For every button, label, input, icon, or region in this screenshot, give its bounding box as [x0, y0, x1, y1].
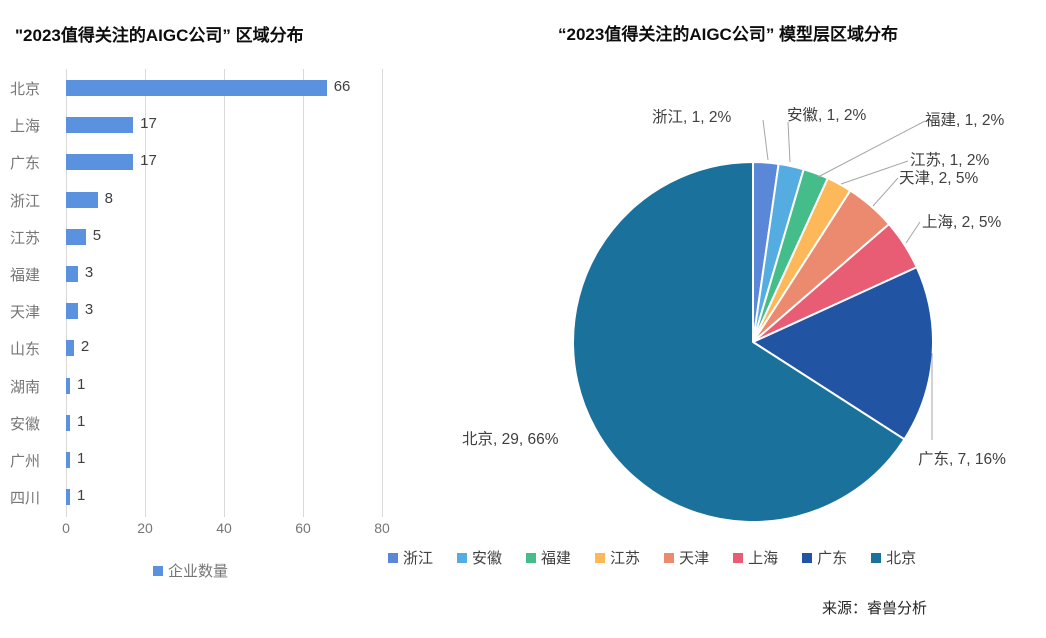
- leader-line: [840, 160, 909, 185]
- bar: [66, 154, 134, 171]
- legend-swatch-icon: [664, 552, 675, 563]
- legend-item: 北京: [871, 547, 916, 568]
- bar: [66, 489, 70, 506]
- pie-data-label: 上海, 2, 5%: [922, 214, 1002, 231]
- bar-chart-legend: 企业数量: [153, 560, 228, 581]
- bar: [66, 266, 78, 282]
- legend-label: 浙江: [403, 550, 434, 567]
- pie-data-label: 广东, 7, 16%: [918, 451, 1006, 468]
- bar-value-label: 17: [140, 152, 157, 170]
- leader-line: [787, 121, 791, 163]
- bar-category-label: 山东: [10, 341, 41, 359]
- bar-value-label: 66: [333, 78, 351, 95]
- bar: [66, 340, 74, 357]
- legend-item: 浙江: [388, 547, 433, 568]
- leader-line: [762, 119, 769, 161]
- bar-category-label: 上海: [10, 118, 41, 136]
- pie-data-label: 天津, 2, 5%: [899, 170, 979, 187]
- legend-swatch-icon: [733, 552, 744, 563]
- bar-category-label: 天津: [10, 304, 41, 322]
- x-axis-tick: 20: [137, 520, 153, 536]
- bar-category-label: 安徽: [10, 415, 41, 433]
- x-gridline: [303, 69, 304, 517]
- legend-item: 上海: [733, 547, 778, 568]
- legend-label: 广东: [817, 550, 848, 567]
- pie-chart-legend: 浙江 安徽 福建 江苏 天津 上海 广东 北京: [388, 547, 916, 568]
- bar: [66, 303, 78, 320]
- legend-item: 广东: [802, 547, 847, 568]
- bar: [66, 117, 134, 134]
- pie-data-label: 浙江, 1, 2%: [652, 109, 732, 126]
- bar: [66, 191, 98, 208]
- bar: [66, 228, 86, 245]
- bar-category-label: 福建: [10, 267, 41, 284]
- pie-slice: [572, 161, 906, 523]
- x-gridline: [66, 69, 67, 517]
- legend-label: 江苏: [610, 550, 641, 567]
- bar-legend-label: 企业数量: [168, 563, 229, 580]
- x-gridline: [382, 69, 383, 517]
- x-axis-tick: 40: [216, 520, 232, 536]
- bar-value-label: 1: [76, 375, 86, 393]
- x-gridline: [224, 69, 225, 517]
- x-axis-tick: 0: [62, 520, 70, 536]
- bar: [66, 414, 70, 431]
- legend-item: 福建: [526, 547, 571, 568]
- bar-value-label: 1: [76, 450, 86, 467]
- pie-data-label: 江苏, 1, 2%: [910, 152, 990, 169]
- legend-label: 安徽: [472, 550, 503, 567]
- bar-chart: 0 20 40 60 80 北京 66 上海 17 广东 17 浙江 8 江苏 5 福建 3 天津 3 山东 2 湖南 1 安…: [0, 0, 420, 638]
- bar: [66, 80, 327, 96]
- legend-label: 福建: [541, 550, 572, 567]
- x-axis-tick: 80: [374, 520, 390, 536]
- x-axis-tick: 60: [295, 520, 311, 536]
- pie-data-label: 北京, 29, 66%: [462, 431, 559, 448]
- legend-label: 上海: [748, 550, 779, 567]
- bar-category-label: 广东: [10, 155, 41, 173]
- pie-chart-title: “2023值得关注的AIGC公司” 模型层区域分布: [558, 25, 899, 44]
- bar-value-label: 3: [84, 264, 94, 281]
- legend-swatch-icon: [802, 552, 813, 563]
- bar: [66, 377, 70, 394]
- bar-value-label: 17: [140, 115, 157, 133]
- bar-value-label: 8: [104, 189, 113, 207]
- bar-category-label: 江苏: [10, 229, 41, 247]
- legend-swatch-icon: [871, 552, 882, 563]
- bar-value-label: 1: [76, 412, 86, 430]
- legend-swatch-icon: [526, 552, 537, 563]
- legend-swatch-icon: [595, 552, 606, 563]
- bar-value-label: 1: [76, 487, 86, 505]
- legend-item: 江苏: [595, 547, 640, 568]
- source-note: 来源：睿兽分析: [822, 600, 928, 617]
- pie-data-label: 安徽, 1, 2%: [787, 107, 867, 124]
- bar-value-label: 2: [80, 338, 90, 356]
- leader-line: [817, 120, 926, 178]
- leader-line: [872, 177, 899, 207]
- legend-swatch-icon: [388, 552, 398, 563]
- bar-category-label: 湖南: [10, 378, 41, 396]
- x-gridline: [145, 69, 146, 517]
- legend-swatch-icon: [457, 552, 468, 563]
- bar-value-label: 5: [92, 226, 102, 244]
- bar-category-label: 北京: [10, 81, 41, 98]
- series-swatch-icon: [153, 565, 163, 576]
- bar-category-label: 广州: [10, 453, 41, 470]
- bar: [66, 452, 70, 468]
- pie-chart: [572, 119, 934, 523]
- legend-item: 安徽: [457, 547, 502, 568]
- bar-category-label: 四川: [10, 490, 41, 508]
- legend-label: 天津: [679, 550, 710, 567]
- bar-chart-title: "2023值得关注的AIGC公司” 区域分布: [15, 26, 304, 45]
- pie-data-label: 福建, 1, 2%: [925, 112, 1005, 129]
- bar-value-label: 3: [84, 301, 94, 319]
- legend-label: 北京: [886, 550, 917, 567]
- leader-line: [905, 221, 921, 244]
- bar-category-label: 浙江: [10, 192, 41, 210]
- legend-item: 天津: [664, 547, 709, 568]
